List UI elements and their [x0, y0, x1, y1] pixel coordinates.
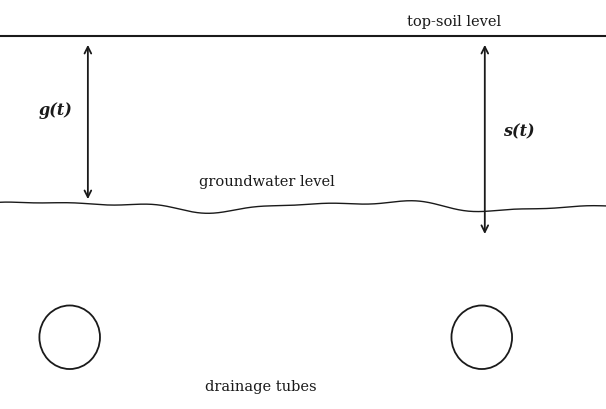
Text: drainage tubes: drainage tubes — [205, 380, 316, 393]
Ellipse shape — [451, 306, 512, 369]
Text: groundwater level: groundwater level — [199, 174, 335, 188]
Ellipse shape — [39, 306, 100, 369]
Text: g(t): g(t) — [39, 102, 73, 119]
Text: top-soil level: top-soil level — [407, 15, 502, 29]
Text: s(t): s(t) — [503, 124, 534, 140]
